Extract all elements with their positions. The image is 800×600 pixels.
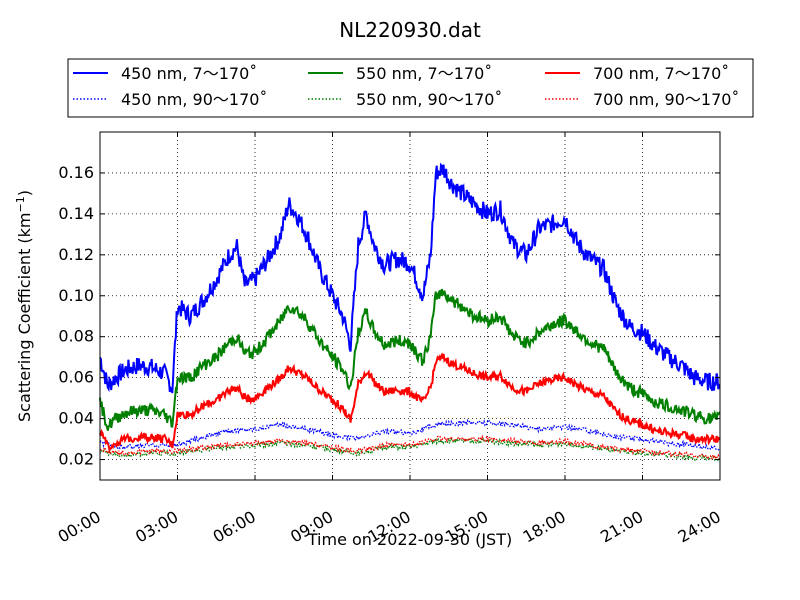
legend-label-5: 550 nm, 90～170˚ [356, 90, 502, 109]
y-tick-label: 0.14 [58, 204, 94, 223]
x-tick-label: 03:00 [132, 507, 181, 547]
x-axis-ticks: 00:00 03:00 06:00 09:00 12:00 15:00 18:00 21:00… [55, 132, 724, 547]
legend-label-1: 450 nm, 7～170˚ [121, 64, 257, 83]
legend-label-4: 450 nm, 90～170˚ [121, 90, 267, 109]
legend-frame [67, 58, 754, 118]
x-tick-label: 18:00 [520, 507, 569, 547]
y-tick-label: 0.16 [58, 163, 94, 182]
y-axis-ticks: 0.02 0.04 0.06 0.08 0.10 0.12 0.14 0.16 [58, 163, 720, 469]
legend-label-2: 550 nm, 7～170˚ [356, 64, 492, 83]
series-line-6 [99, 434, 721, 461]
x-tick-label: 06:00 [210, 507, 259, 547]
series-layer [99, 162, 721, 463]
legend-label-3: 700 nm, 7～170˚ [593, 64, 729, 83]
y-tick-label: 0.10 [58, 286, 94, 305]
y-tick-label: 0.08 [58, 327, 94, 346]
x-tick-label: 21:00 [597, 507, 646, 547]
y-tick-label: 0.12 [58, 245, 94, 264]
series-line-3 [99, 352, 721, 454]
legend: 450 nm, 7～170˚ 550 nm, 7～170˚ 700 nm, 7～17… [67, 58, 754, 118]
series-line-4 [99, 418, 721, 453]
x-tick-label: 24:00 [675, 507, 724, 547]
x-axis-label: Time on 2022-09-30 (JST) [307, 530, 512, 549]
y-axis-label-end: ) [15, 190, 34, 196]
y-axis-label: Scattering Coefficient (km−1) [14, 190, 34, 422]
chart-title: NL220930.dat [339, 18, 481, 42]
series-line-1 [99, 162, 721, 394]
grid [100, 132, 720, 480]
x-tick-label: 00:00 [55, 507, 104, 547]
y-tick-label: 0.04 [58, 409, 94, 428]
y-axis-label-main: Scattering Coefficient (km [15, 212, 34, 422]
series-line-5 [99, 436, 721, 463]
y-axis-label-sup: −1 [14, 196, 27, 212]
legend-label-6: 700 nm, 90～170˚ [593, 90, 739, 109]
series-line-2 [99, 288, 721, 431]
y-tick-label: 0.02 [58, 450, 94, 469]
y-tick-label: 0.06 [58, 368, 94, 387]
